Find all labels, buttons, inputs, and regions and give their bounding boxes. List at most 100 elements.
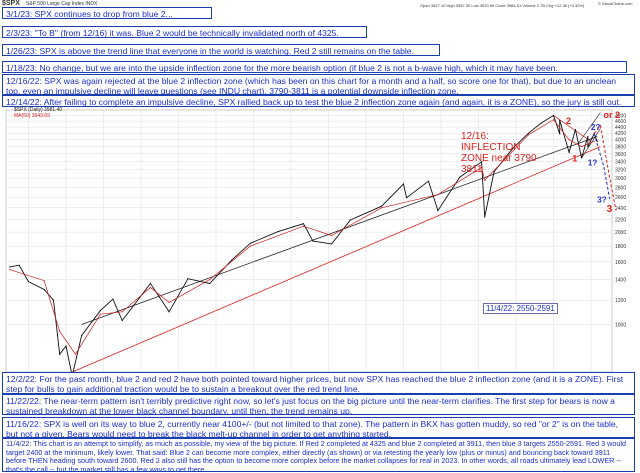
ma50-point	[581, 145, 583, 148]
inflection-zone-callout: 12/16: INFLECTION ZONE near 3790-3811	[461, 131, 540, 175]
price-point	[209, 282, 211, 285]
note-1-26-23: 1/26/23: SPX is above the trend line tha…	[2, 44, 440, 56]
price-point	[59, 353, 61, 355]
price-point	[9, 266, 11, 268]
price-point	[168, 311, 170, 313]
legend-ma: MA(50) 3943.69	[14, 113, 50, 119]
ma50-point	[481, 166, 483, 169]
note-3-1-23: 3/1/23: SPX continues to drop from blue …	[2, 7, 212, 19]
ma50-point	[121, 311, 123, 313]
ma50-point	[43, 279, 45, 282]
target-callout: 11/4/22: 2550-2591	[483, 303, 558, 314]
wave-label-red-2: 2	[566, 116, 571, 126]
y-tick-label: 1600	[615, 260, 626, 266]
price-point	[99, 309, 101, 312]
price-point	[559, 119, 561, 121]
price-point	[249, 242, 251, 244]
y-tick-label: 3200	[615, 167, 626, 173]
price-point	[312, 240, 314, 242]
price-point	[277, 230, 280, 233]
note-12-16-22: 12/16/22: SPX was again rejected at the …	[2, 74, 635, 95]
price-point	[427, 180, 430, 182]
note-11-22-22: 11/22/22: The near-term pattern isn't te…	[2, 394, 635, 415]
price-point	[43, 288, 45, 291]
price-point	[52, 299, 55, 301]
price-point	[149, 282, 151, 285]
price-point	[587, 135, 589, 138]
ma50-point	[484, 179, 486, 181]
red-projection-path	[593, 124, 617, 211]
ma50-point	[331, 234, 333, 237]
y-tick-label: 2000	[615, 230, 626, 236]
y-tick-label: 1800	[615, 244, 626, 250]
y-tick-label: 2400	[615, 206, 626, 212]
price-point	[349, 219, 351, 221]
ma50-point	[99, 313, 101, 315]
y-tick-label: 4000	[615, 138, 626, 144]
melt-up-channel-upper	[578, 112, 601, 144]
note-11-16-22: 11/16/22: SPX is well on its way to blue…	[2, 417, 635, 438]
y-tick-label: 1000	[615, 322, 626, 328]
wave-label-blue-2: 2?	[591, 123, 600, 132]
y-tick-label: 3800	[615, 145, 626, 151]
note-2-3-23: 2/3/23: "To B" (from 12/16) it was. Blue…	[2, 26, 367, 38]
price-point	[121, 319, 123, 322]
black-trend-line	[81, 136, 598, 325]
note-1-18-23: 1/18/23: No change, but we are into the …	[2, 61, 627, 73]
chart-legend: $SPX (Daily) 3981.40 MA(50) 3943.69	[14, 107, 62, 119]
price-point	[481, 161, 483, 163]
wave-label-blue-1: 1?	[588, 158, 597, 167]
price-point	[331, 243, 333, 245]
price-point	[65, 345, 67, 347]
y-tick-label: 2600	[615, 195, 626, 201]
ma50-point	[168, 301, 170, 304]
price-point	[596, 140, 598, 143]
price-point	[484, 216, 486, 218]
ma50-point	[249, 245, 251, 247]
price-point	[574, 128, 576, 131]
wave-label-red-3: 3	[607, 204, 613, 215]
index-name: S&P 500 Large Cap Index INDX	[26, 1, 98, 7]
ma50-point	[381, 207, 383, 209]
symbol-label: $SPX	[2, 0, 20, 7]
ma50-point	[568, 139, 570, 141]
note-12-2-22: 12/2/22: For the past month, blue 2 and …	[2, 372, 635, 394]
wave-label-red-1: 1	[572, 153, 577, 163]
ma50-point	[302, 225, 305, 227]
brand-label: © StockCharts.com	[598, 1, 633, 6]
legend-price: $SPX (Daily) 3981.40	[14, 107, 63, 113]
price-point	[302, 223, 305, 225]
price-point	[512, 147, 514, 149]
note-11-4-22: 11/4/22: This chart is an attempt to sim…	[2, 438, 635, 472]
y-tick-label: 1200	[615, 298, 626, 304]
price-point	[81, 334, 83, 337]
price-point	[559, 133, 561, 135]
y-tick-label: 4400	[615, 125, 626, 131]
price-point	[381, 205, 383, 207]
price-point	[540, 122, 542, 124]
y-tick-label: 3000	[615, 176, 626, 182]
price-point	[568, 151, 570, 153]
ma50-point	[9, 268, 11, 271]
ma50-point	[149, 286, 151, 289]
price-point	[231, 259, 233, 261]
price-point	[18, 264, 20, 266]
price-point	[187, 278, 189, 280]
blue-projection-path	[593, 133, 611, 200]
wave-label-red-or-2: or 2	[604, 110, 621, 120]
red-trend-line	[72, 146, 601, 373]
y-tick-label: 4600	[615, 119, 626, 125]
ma50-point	[74, 353, 76, 355]
ma50-point	[437, 194, 439, 196]
y-tick-label: 3600	[615, 152, 626, 158]
price-point	[581, 157, 583, 159]
y-tick-label: 4200	[615, 131, 626, 137]
price-point	[437, 210, 439, 212]
price-point	[27, 280, 30, 283]
wave-label-blue-3: 3?	[597, 195, 606, 204]
price-point	[402, 183, 405, 185]
y-tick-label: 2200	[615, 217, 626, 223]
y-tick-label: 1400	[615, 278, 626, 284]
quote-line: Open 3927.10 High 3957.30 Low 3920.60 Cl…	[420, 3, 585, 8]
